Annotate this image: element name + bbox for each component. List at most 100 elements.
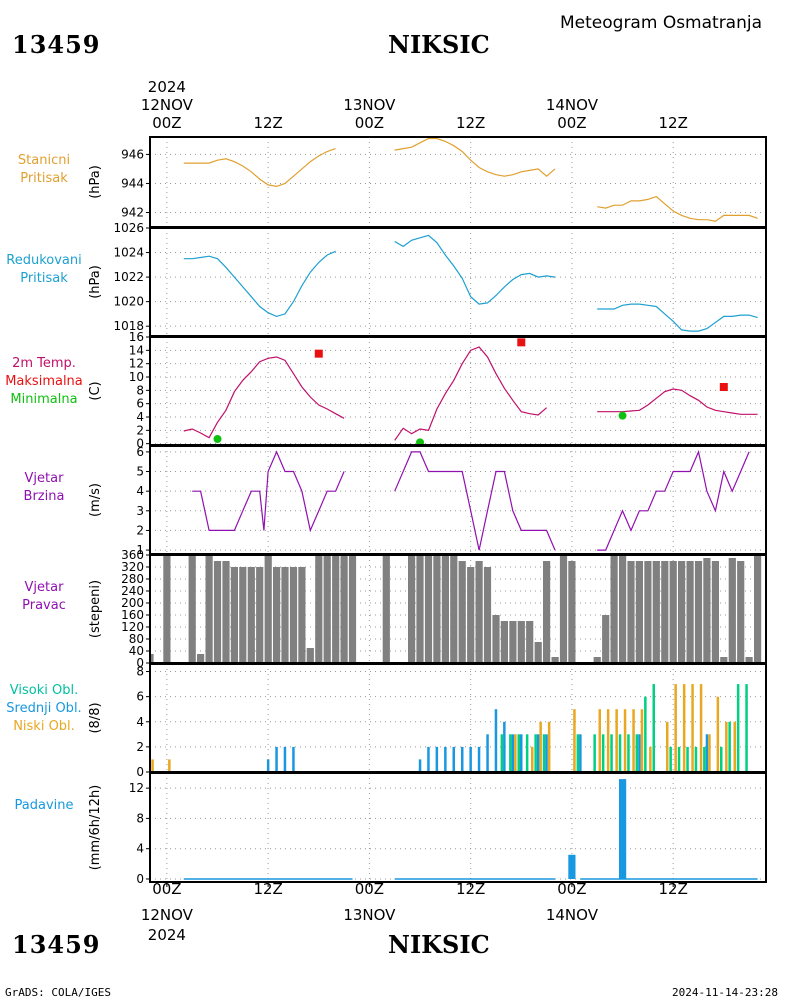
oblaci-bar — [500, 734, 504, 772]
top-day-label: 12NOV — [141, 96, 194, 114]
pravac-bar — [323, 555, 331, 663]
redukovani-plot-area — [183, 234, 758, 332]
bottom-day-label: 13NOV — [343, 906, 396, 924]
pravac-bar — [669, 561, 677, 663]
top-year-label: 2024 — [148, 78, 186, 96]
redukovani-ytick-label: 1022 — [113, 270, 144, 284]
oblaci-bar — [644, 696, 647, 772]
panel-label-line: Maksimalna — [5, 374, 83, 389]
temp-ytick-label: 14 — [129, 343, 144, 357]
brzina-series-line — [597, 449, 750, 551]
oblaci-bar — [686, 746, 689, 772]
oblaci-bar — [509, 734, 512, 772]
pravac-bar — [678, 561, 686, 663]
temp-tmax-marker — [517, 338, 526, 347]
brzina-ytick-label: 5 — [136, 465, 144, 479]
oblaci-bar — [531, 746, 534, 772]
temp-ytick-label: 12 — [129, 357, 144, 371]
pravac-bar — [213, 561, 222, 663]
pravac-ytick-label: 240 — [121, 584, 144, 598]
pravac-bar — [619, 555, 627, 663]
pravac-bar — [281, 567, 289, 663]
pravac-bar — [728, 558, 736, 663]
pravac-ytick-label: 320 — [121, 560, 144, 574]
panel-label-line: Padavine — [14, 797, 74, 813]
pravac-bar — [652, 561, 660, 663]
temp-series-line — [394, 346, 547, 441]
pravac-bar — [475, 561, 483, 663]
top-hour-label: 12Z — [658, 114, 687, 132]
temp-tmax-marker — [719, 383, 728, 391]
oblaci-bar — [576, 734, 580, 772]
pravac-bar — [416, 555, 424, 663]
pravac-bar — [610, 555, 618, 663]
panel-label-line: Brzina — [23, 489, 65, 504]
panel-label-line: Vjetar — [24, 471, 64, 486]
oblaci-bar — [520, 734, 523, 772]
temp-ytick-label: 2 — [136, 423, 144, 437]
temp-tmin-marker — [416, 438, 425, 445]
bottom-year-label: 2024 — [148, 926, 186, 944]
pravac-bar — [720, 657, 728, 663]
padavine-ytick-label: 4 — [136, 842, 144, 856]
panel-label-pravac: Vjetar Pravac — [0, 579, 92, 615]
oblaci-bar — [682, 684, 686, 772]
pravac-plot-area — [150, 555, 762, 663]
oblaci-bar — [525, 734, 529, 772]
brzina-ytick-label: 4 — [136, 484, 144, 498]
oblaci-bar — [511, 734, 515, 772]
brzina-series-line — [192, 450, 345, 533]
pravac-bar — [602, 615, 610, 663]
grads-credit: GrADS: COLA/IGES — [5, 986, 111, 999]
pravac-ytick-label: 80 — [129, 632, 144, 646]
oblaci-bar — [547, 721, 551, 772]
pravac-bar — [551, 657, 559, 663]
oblaci-bar — [598, 709, 601, 772]
redukovani-series-line — [394, 234, 556, 305]
temp-ytick-label: 16 — [129, 330, 144, 344]
stanicni-plot-area — [183, 137, 758, 222]
pravac-bar — [568, 561, 576, 663]
top-hour-label: 00Z — [557, 114, 586, 132]
panel-label-line: Visoki Obl. — [9, 683, 79, 698]
redukovani-series-line — [183, 250, 336, 318]
oblaci-bar — [666, 721, 669, 772]
temp-ytick-label: 4 — [136, 410, 144, 424]
pravac-ylabel: (stepeni) — [88, 580, 103, 638]
oblaci-bar — [627, 734, 630, 772]
pravac-bar — [635, 561, 643, 663]
pravac-bar — [340, 555, 348, 663]
pravac-bar — [450, 555, 458, 663]
stanicni-ytick-label: 942 — [121, 205, 144, 219]
oblaci-bar — [517, 734, 520, 772]
oblaci-bar — [514, 734, 517, 772]
oblaci-bar — [699, 684, 703, 772]
padavine-frame — [149, 772, 767, 883]
oblaci-bar — [151, 759, 154, 772]
pravac-ytick-label: 360 — [121, 548, 144, 562]
bottom-hour-label: 12Z — [253, 880, 282, 898]
footer-station-name: NIKSIC — [388, 930, 490, 959]
oblaci-bar — [444, 746, 447, 772]
brzina-ytick-label: 6 — [136, 445, 144, 459]
oblaci-frame — [149, 663, 767, 773]
top-hour-label: 00Z — [152, 114, 181, 132]
pravac-ytick-label: 160 — [121, 608, 144, 622]
bottom-hour-label: 00Z — [557, 880, 586, 898]
temp-ytick-label: 0 — [136, 437, 144, 451]
oblaci-bar — [610, 734, 613, 772]
oblaci-bar — [649, 746, 652, 772]
oblaci-bar — [477, 746, 481, 772]
stanicni-ytick-label: 946 — [121, 147, 144, 161]
redukovani-frame — [149, 227, 767, 337]
pravac-bar — [745, 657, 753, 663]
temp-ytick-label: 6 — [136, 397, 144, 411]
padavine-bar — [568, 854, 576, 879]
temp-frame — [149, 336, 767, 446]
oblaci-bar — [674, 684, 677, 772]
panel-label-line: Srednji Obl. — [6, 701, 82, 716]
oblaci-bar — [593, 734, 596, 772]
pravac-ytick-label: 40 — [129, 644, 144, 658]
pravac-ytick-label: 200 — [121, 596, 144, 610]
oblaci-bar — [618, 734, 622, 772]
